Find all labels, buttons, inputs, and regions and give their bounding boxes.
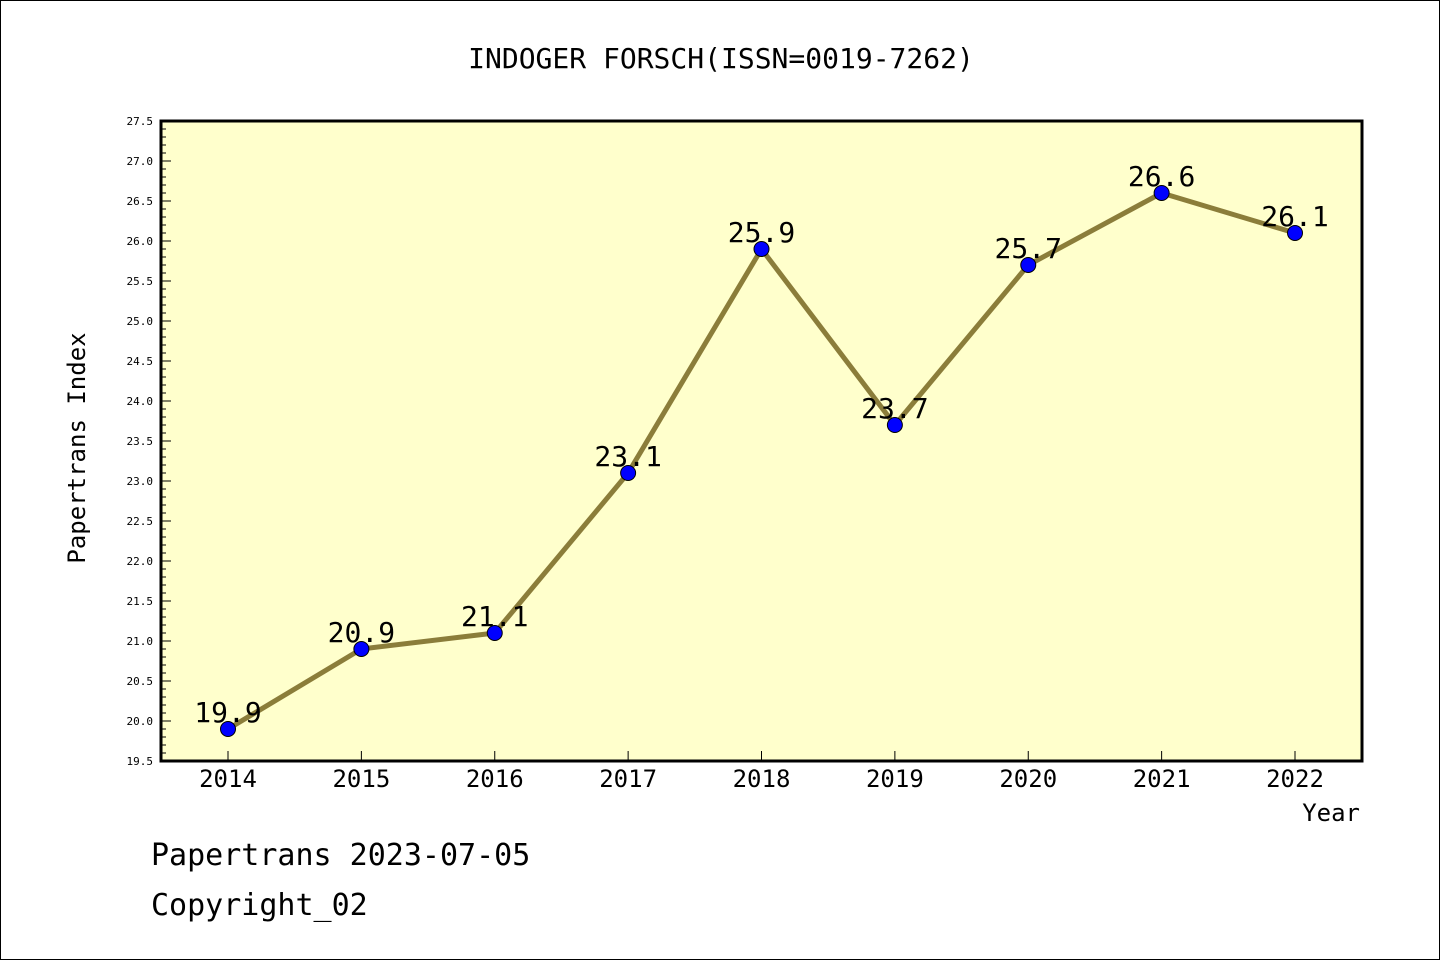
x-tick-label: 2021	[1133, 765, 1191, 793]
y-tick-label: 21.0	[127, 635, 154, 648]
y-tick-label: 20.5	[127, 675, 154, 688]
x-tick-label: 2020	[999, 765, 1057, 793]
y-tick-label: 27.0	[127, 155, 154, 168]
x-tick-label: 2016	[466, 765, 524, 793]
x-tick-label: 2018	[733, 765, 791, 793]
y-tick-label: 23.0	[127, 475, 154, 488]
data-point-marker	[753, 241, 770, 257]
x-tick-label: 2014	[199, 765, 257, 793]
x-axis-ticks: 2014 2015 2016 2017 2018 2019 2020 2021 2022	[199, 751, 1324, 793]
y-tick-label: 23.5	[127, 435, 154, 448]
data-point-marker	[620, 465, 637, 481]
data-label: 20.9	[328, 616, 395, 649]
y-tick-label: 26.5	[127, 195, 154, 208]
data-label: 23.1	[594, 440, 661, 473]
data-labels-group: 19.9 20.9 21.1 23.1 25.9 23.7 25.7 26.6 26.1	[194, 160, 1328, 729]
data-label: 19.9	[194, 696, 261, 729]
y-tick-label: 22.0	[127, 555, 154, 568]
data-point-marker	[886, 417, 903, 433]
data-point-marker	[220, 721, 236, 737]
data-point-marker	[1287, 225, 1303, 241]
x-tick-label: 2019	[866, 765, 924, 793]
data-label: 25.9	[728, 216, 795, 249]
y-tick-label: 26.0	[127, 235, 154, 248]
data-point-marker	[486, 625, 503, 641]
y-tick-label: 22.5	[127, 515, 154, 528]
data-label: 21.1	[461, 600, 528, 633]
chart-title: INDOGER FORSCH(ISSN=0019-7262)	[468, 42, 974, 75]
x-tick-label: 2022	[1266, 765, 1324, 793]
data-label: 25.7	[995, 232, 1062, 265]
x-tick-label: 2015	[332, 765, 390, 793]
y-tick-label: 25.5	[127, 275, 154, 288]
data-point-marker	[353, 641, 370, 657]
y-tick-label: 24.0	[127, 395, 154, 408]
data-label: 26.1	[1261, 200, 1328, 233]
footer-credit: Papertrans 2023-07-05	[151, 838, 530, 873]
data-point-marker	[1020, 257, 1037, 273]
x-axis-label: Year	[1302, 799, 1360, 827]
y-tick-label: 27.5	[127, 115, 154, 128]
data-point-marker	[1153, 185, 1170, 201]
x-tick-label: 2017	[599, 765, 657, 793]
y-tick-label: 19.5	[127, 755, 154, 768]
y-tick-label: 21.5	[127, 595, 154, 608]
y-axis-label: Papertrans Index	[63, 332, 91, 563]
footer-copyright: Copyright_02	[151, 888, 368, 923]
data-label: 26.6	[1128, 160, 1195, 193]
data-label: 23.7	[861, 392, 928, 425]
y-tick-label: 24.5	[127, 355, 154, 368]
y-tick-label: 20.0	[127, 715, 154, 728]
y-tick-label: 25.0	[127, 315, 154, 328]
y-axis-ticks: 19.5 20.0 20.5 21.0 21.5 22.0 22.5 23.0 23.5 24.0…	[127, 115, 171, 768]
plot-border	[159, 119, 1364, 763]
series-group	[220, 185, 1303, 737]
